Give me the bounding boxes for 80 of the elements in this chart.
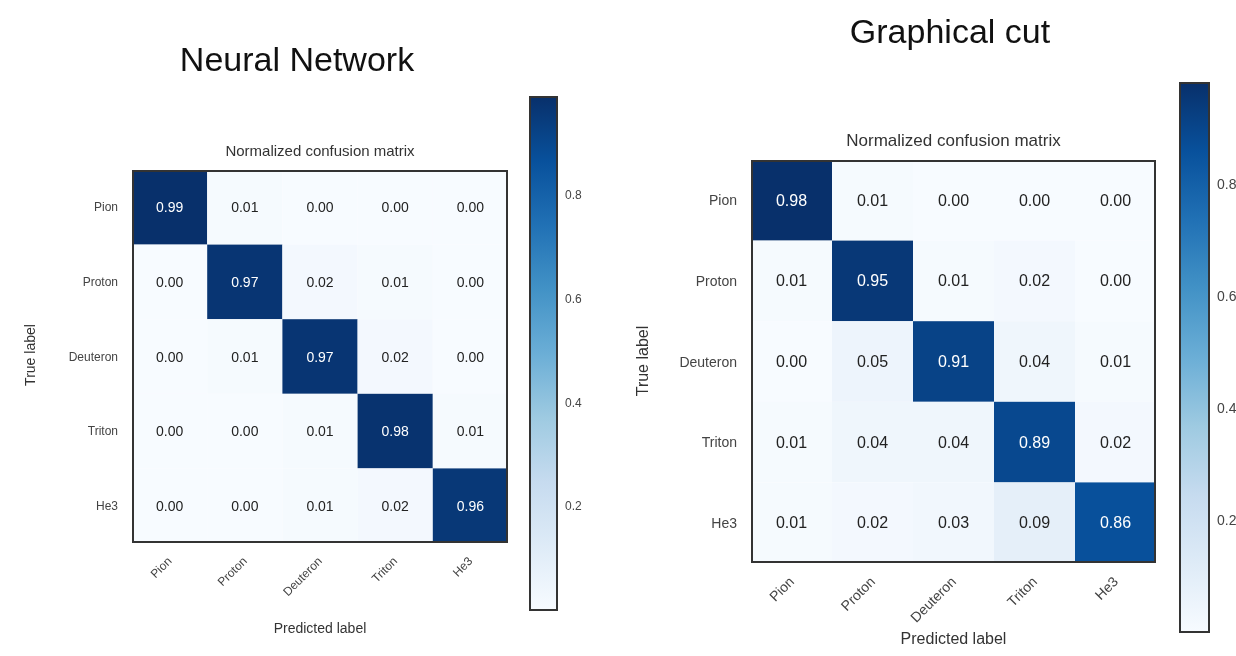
data-label: 0.00 (155, 348, 184, 365)
data-label: 0.02 (306, 273, 334, 290)
data-label: 0.02 (381, 497, 410, 514)
data-label: 0.98 (775, 191, 808, 209)
data-label: 0.01 (775, 272, 808, 290)
data-label: 0.00 (775, 353, 808, 370)
data-label: 0.00 (937, 191, 970, 209)
data-label: 0.01 (231, 348, 259, 365)
data-label: 0.97 (231, 273, 259, 290)
color-bar-label: 0.6 (1217, 287, 1236, 304)
data-label: 0.91 (937, 353, 970, 370)
x-axis-title: Predicted label (272, 620, 368, 636)
y-tick-label: Deuteron (68, 349, 118, 364)
data-label: 0.00 (456, 273, 485, 290)
y-tick-label: Proton (695, 272, 737, 289)
y-tick-label: He3 (711, 514, 738, 531)
y-tick-label: Triton (87, 424, 118, 439)
data-label: 0.95 (856, 272, 889, 290)
x-tick-label: He3 (449, 553, 476, 580)
data-label: 0.00 (1099, 191, 1132, 209)
data-label: 0.02 (856, 514, 889, 532)
data-label: 0.00 (1018, 191, 1051, 209)
data-label: 0.89 (1018, 433, 1051, 451)
data-label: 0.02 (1018, 272, 1051, 290)
color-bar-label: 0.2 (565, 499, 583, 514)
y-tick-label: Pion (708, 192, 737, 209)
data-label: 0.01 (937, 272, 970, 290)
data-label: 0.01 (231, 199, 259, 216)
data-label: 0.98 (381, 423, 410, 440)
data-label: 0.04 (1018, 353, 1051, 370)
data-label: 0.04 (937, 433, 970, 451)
data-label: 0.01 (856, 191, 889, 209)
chart-title: Graphical cut (848, 12, 1052, 51)
data-label: 0.97 (306, 348, 334, 365)
x-axis-title: Predicted label (899, 630, 1008, 648)
data-label: 0.01 (1099, 353, 1132, 370)
data-label: 0.00 (155, 273, 184, 290)
color-bar-label: 0.2 (1217, 511, 1236, 528)
y-tick-label: Deuteron (679, 353, 737, 370)
data-label: 0.00 (381, 199, 410, 216)
data-label: 0.09 (1018, 514, 1051, 532)
data-label: 0.01 (775, 433, 808, 451)
y-tick-label: He3 (95, 498, 119, 513)
y-axis-title: True label (22, 322, 38, 388)
data-label: 0.02 (1099, 433, 1132, 451)
data-label: 0.04 (856, 433, 889, 451)
chart-subtitle: Normalized confusion matrix (845, 131, 1062, 151)
data-label: 0.00 (456, 199, 485, 216)
data-label: 0.03 (937, 514, 970, 532)
data-label: 0.00 (155, 423, 184, 440)
data-label: 0.02 (381, 348, 410, 365)
x-tick-label: Pion (147, 554, 175, 581)
data-label: 0.05 (856, 353, 889, 370)
x-tick-label: Pion (766, 573, 798, 605)
data-label: 0.01 (456, 423, 485, 440)
y-tick-label: Pion (93, 200, 118, 215)
y-tick-label: Triton (701, 434, 737, 451)
color-bar-label: 0.4 (565, 395, 583, 410)
chart-subtitle: Normalized confusion matrix (224, 142, 416, 159)
data-label: 0.99 (155, 199, 184, 216)
color-bar-label: 0.6 (565, 292, 583, 307)
data-label: 0.86 (1099, 514, 1132, 532)
color-bar-label: 0.8 (1217, 175, 1236, 192)
x-tick-label: He3 (1091, 573, 1122, 603)
data-label: 0.00 (456, 348, 485, 365)
data-label: 0.00 (231, 423, 259, 440)
data-label: 0.01 (306, 497, 334, 514)
data-label: 0.01 (775, 514, 808, 532)
data-label: 0.01 (381, 273, 410, 290)
y-axis-title: True label (634, 324, 652, 398)
data-label: 0.96 (456, 497, 485, 514)
data-label: 0.00 (231, 497, 259, 514)
data-label: 0.00 (306, 199, 334, 216)
data-label: 0.00 (1099, 272, 1132, 290)
chart-title: Neural Network (178, 40, 416, 79)
data-label: 0.00 (155, 497, 184, 514)
color-bar-label: 0.8 (565, 188, 583, 203)
y-tick-label: Proton (82, 274, 118, 289)
data-label: 0.01 (306, 423, 334, 440)
color-bar-label: 0.4 (1217, 399, 1236, 416)
